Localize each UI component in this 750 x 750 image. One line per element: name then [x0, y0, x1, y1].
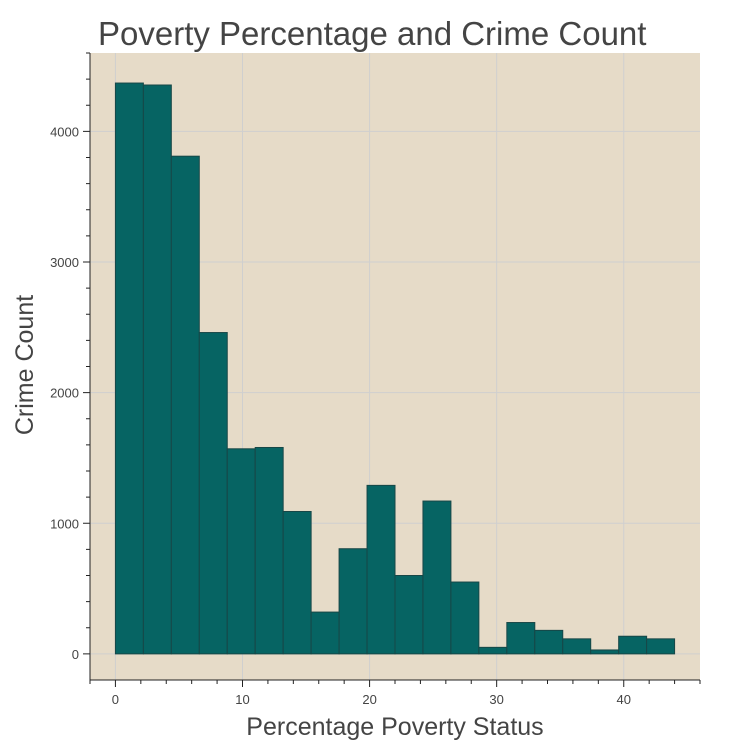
y-tick-label: 2000 [50, 386, 79, 401]
histogram-bar [562, 638, 592, 655]
histogram-bar [646, 638, 676, 655]
y-tick-label: 1000 [50, 516, 79, 531]
x-tick-label: 20 [362, 692, 376, 707]
histogram-bar [310, 611, 340, 655]
histogram-bar [254, 446, 284, 655]
y-tick-label: 4000 [50, 124, 79, 139]
x-tick-label: 40 [617, 692, 631, 707]
histogram-bar [170, 155, 200, 655]
x-tick-label: 0 [112, 692, 119, 707]
histogram-bar [478, 646, 508, 655]
histogram-bar [142, 84, 172, 655]
histogram-bar [506, 622, 536, 655]
x-tick-label: 30 [489, 692, 503, 707]
histogram-bar [282, 510, 312, 655]
histogram-bar [338, 548, 368, 655]
histogram-bar [366, 484, 396, 655]
y-tick-label: 3000 [50, 255, 79, 270]
histogram-bar [226, 448, 256, 655]
axes: 0 10 20 30 40 0 1000 2000 3000 4000 [50, 52, 701, 707]
histogram-bar [450, 581, 480, 655]
bars [114, 82, 676, 655]
histogram-bar [394, 575, 424, 655]
x-axis-label: Percentage Poverty Status [246, 713, 543, 741]
chart-title: Poverty Percentage and Crime Count [98, 15, 646, 52]
y-axis-label: Crime Count [11, 295, 39, 435]
histogram-bar [198, 332, 228, 655]
histogram-bar [422, 500, 452, 655]
histogram-bar [618, 635, 648, 655]
y-tick-label: 0 [72, 647, 79, 662]
histogram-bar [114, 82, 144, 655]
histogram-bar [590, 649, 620, 655]
x-tick-label: 10 [235, 692, 249, 707]
histogram-bar [534, 629, 564, 655]
